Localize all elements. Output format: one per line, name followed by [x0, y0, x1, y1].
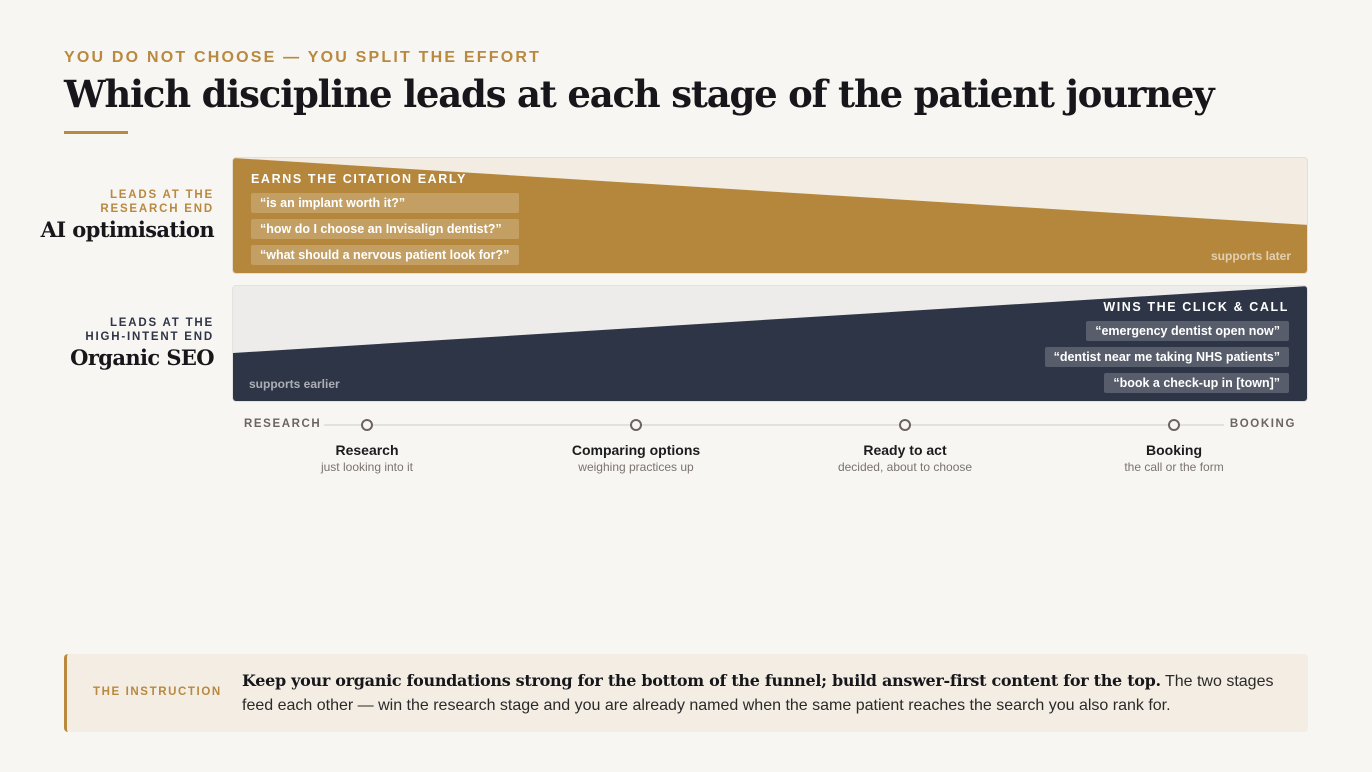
ai-query-list: “is an implant worth it?” “how do I choo… — [251, 193, 519, 265]
eyebrow: YOU DO NOT CHOOSE — YOU SPLIT THE EFFORT — [64, 49, 542, 66]
stage-description: decided, about to choose — [837, 460, 973, 474]
query-chip: “what should a nervous patient look for?… — [251, 245, 519, 265]
instruction-label: THE INSTRUCTION — [93, 686, 222, 698]
seo-wedge-shape — [233, 286, 1307, 401]
page-title: Which discipline leads at each stage of … — [64, 72, 1215, 116]
organic-seo-band: WINS THE CLICK & CALL “emergency dentist… — [232, 285, 1308, 402]
instruction-body: Keep your organic foundations strong for… — [242, 669, 1282, 718]
stage-description: weighing practices up — [578, 460, 694, 474]
stage-marker-icon — [1168, 419, 1180, 431]
stage-research: Research just looking into it — [267, 419, 467, 474]
seo-band-heading: WINS THE CLICK & CALL — [1103, 300, 1289, 314]
seo-support-note: supports earlier — [249, 377, 340, 391]
stage-name: Research — [335, 442, 399, 458]
seo-wedge — [233, 286, 1307, 401]
ai-row-name: AI optimisation — [40, 217, 215, 242]
stage-booking: Booking the call or the form — [1074, 419, 1274, 474]
seo-row-label: LEADS AT THE HIGH-INTENT END Organic SEO — [64, 316, 214, 372]
seo-row-tag: LEADS AT THE HIGH-INTENT END — [85, 317, 214, 343]
stage-name: Comparing options — [571, 442, 701, 458]
stage-name: Booking — [1146, 442, 1202, 458]
stage-marker-icon — [630, 419, 642, 431]
axis-start-label: RESEARCH — [244, 418, 322, 430]
stage-description: the call or the form — [1124, 460, 1224, 474]
axis-end-label: BOOKING — [1229, 418, 1296, 430]
ai-wedge-shape — [233, 158, 1307, 273]
stage-marker-icon — [361, 419, 373, 431]
query-chip: “is an implant worth it?” — [251, 193, 519, 213]
title-underline — [64, 131, 128, 134]
query-chip: “book a check-up in [town]” — [1104, 373, 1289, 393]
ai-band-heading: EARNS THE CITATION EARLY — [251, 172, 467, 186]
stage-name: Ready to act — [863, 442, 947, 458]
stage-description: just looking into it — [320, 460, 414, 474]
ai-wedge — [233, 158, 1307, 273]
instruction-emphasis: Keep your organic foundations strong for… — [242, 671, 1161, 690]
seo-row-name: Organic SEO — [70, 345, 214, 370]
instruction-text: The two stages feed each other — win the… — [242, 673, 1274, 714]
instruction-callout: THE INSTRUCTION Keep your organic founda… — [64, 654, 1308, 732]
axis-line — [324, 424, 1224, 426]
stage-ready: Ready to act decided, about to choose — [805, 419, 1005, 474]
stage-comparing: Comparing options weighing practices up — [536, 419, 736, 474]
query-chip: “emergency dentist open now” — [1086, 321, 1289, 341]
ai-support-note: supports later — [1210, 249, 1291, 263]
ai-row-tag: LEADS AT THE RESEARCH END — [100, 189, 214, 215]
query-chip: “how do I choose an Invisalign dentist?” — [251, 219, 519, 239]
journey-axis: RESEARCH BOOKING Research just looking i… — [232, 410, 1308, 480]
ai-optimisation-band: EARNS THE CITATION EARLY “is an implant … — [232, 157, 1308, 274]
stage-marker-icon — [899, 419, 911, 431]
query-chip: “dentist near me taking NHS patients” — [1044, 347, 1289, 367]
seo-query-list: “emergency dentist open now” “dentist ne… — [1044, 321, 1289, 393]
ai-row-label: LEADS AT THE RESEARCH END AI optimisatio… — [40, 188, 215, 244]
